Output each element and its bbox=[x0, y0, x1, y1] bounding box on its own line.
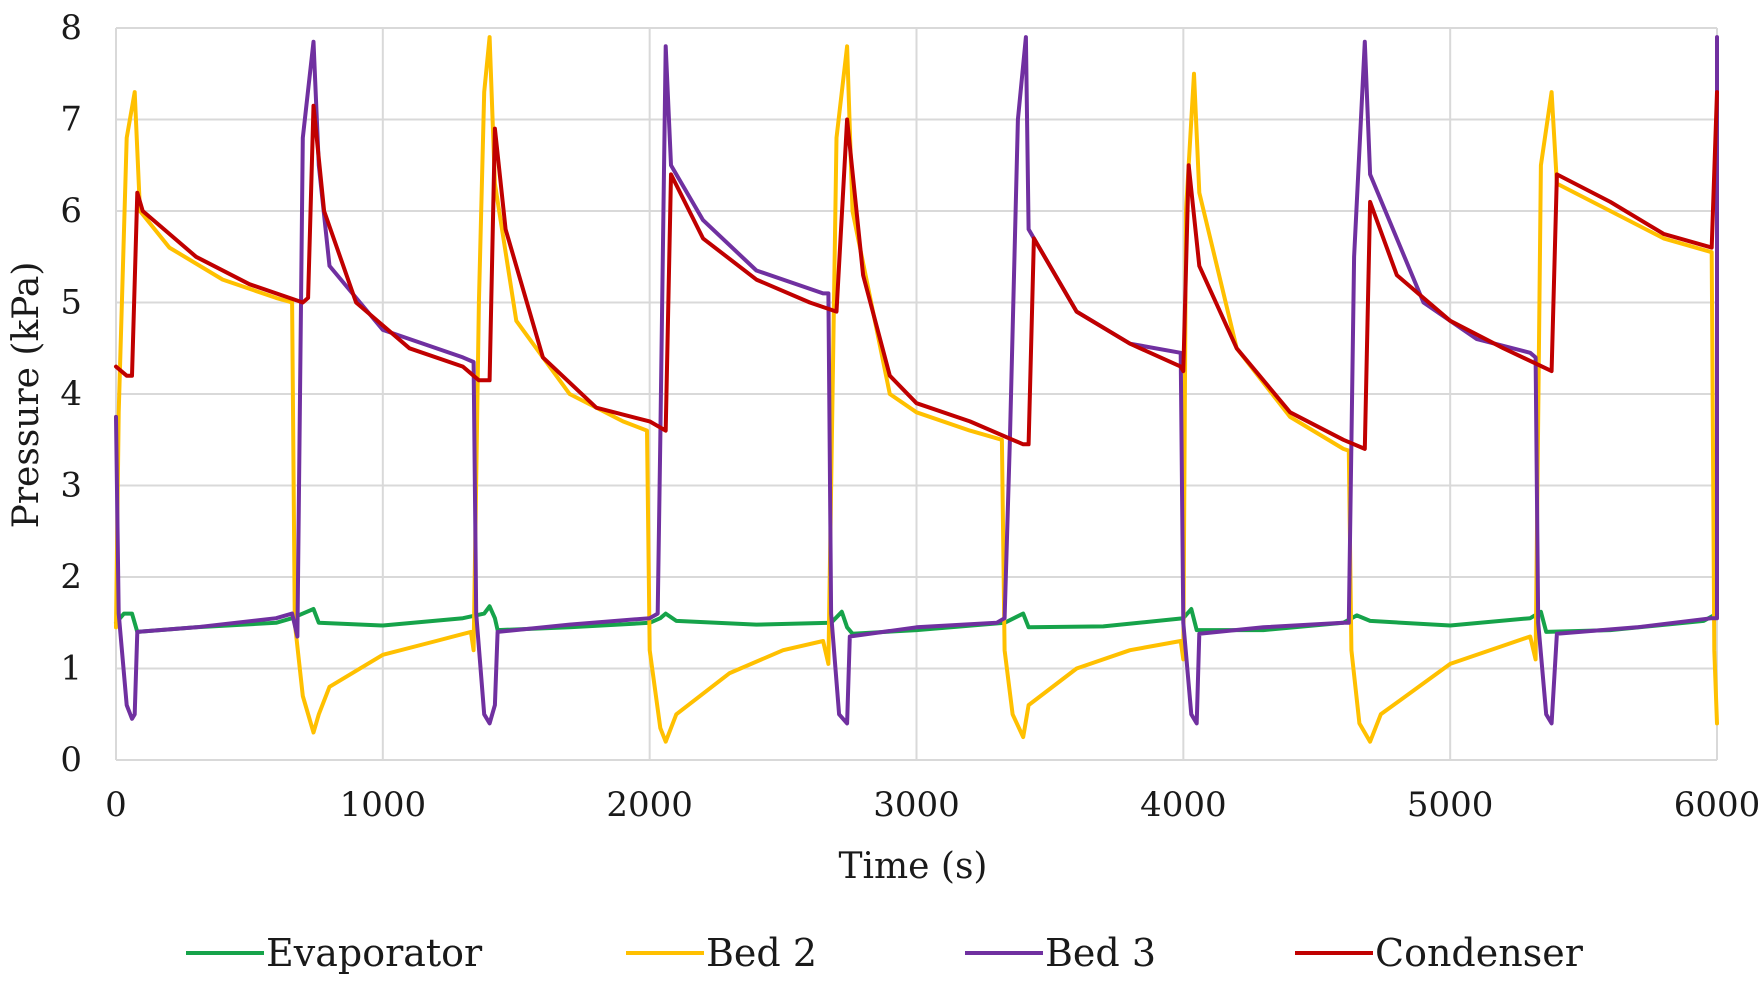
x-axis-title: Time (s) bbox=[839, 846, 988, 887]
x-tick-label: 2000 bbox=[606, 785, 693, 825]
legend: Evaporator Bed 2 Bed 3 Condenser bbox=[186, 931, 1584, 975]
x-tick-label: 6000 bbox=[1674, 785, 1761, 825]
y-tick-label: 2 bbox=[60, 557, 82, 597]
y-tick-label: 7 bbox=[60, 100, 82, 140]
y-tick-labels: 0 1 2 3 4 5 6 7 8 bbox=[60, 8, 82, 780]
legend-label: Condenser bbox=[1375, 931, 1584, 975]
y-tick-label: 4 bbox=[60, 374, 82, 414]
x-tick-label: 3000 bbox=[873, 785, 960, 825]
y-tick-label: 5 bbox=[60, 283, 82, 323]
y-tick-label: 6 bbox=[60, 191, 82, 231]
legend-item-bed-2: Bed 2 bbox=[626, 931, 817, 975]
gridlines bbox=[115, 27, 1718, 761]
series-lines bbox=[114, 35, 1719, 744]
y-tick-label: 3 bbox=[60, 466, 82, 506]
legend-item-evaporator: Evaporator bbox=[186, 931, 483, 975]
y-axis-title: Pressure (kPa) bbox=[6, 262, 47, 529]
series-line-bed-3 bbox=[114, 35, 1719, 726]
x-tick-labels: 0 1000 2000 3000 4000 5000 6000 bbox=[105, 785, 1760, 825]
y-tick-label: 8 bbox=[60, 8, 82, 48]
legend-label: Evaporator bbox=[266, 931, 483, 975]
y-tick-label: 0 bbox=[60, 740, 82, 780]
x-tick-label: 4000 bbox=[1140, 785, 1227, 825]
legend-label: Bed 3 bbox=[1045, 931, 1156, 975]
legend-label: Bed 2 bbox=[706, 931, 817, 975]
x-tick-label: 5000 bbox=[1407, 785, 1494, 825]
legend-item-condenser: Condenser bbox=[1295, 931, 1584, 975]
legend-item-bed-3: Bed 3 bbox=[965, 931, 1156, 975]
y-tick-label: 1 bbox=[60, 649, 82, 689]
x-tick-label: 1000 bbox=[340, 785, 427, 825]
x-tick-label: 0 bbox=[105, 785, 127, 825]
series-line-condenser bbox=[114, 90, 1719, 451]
